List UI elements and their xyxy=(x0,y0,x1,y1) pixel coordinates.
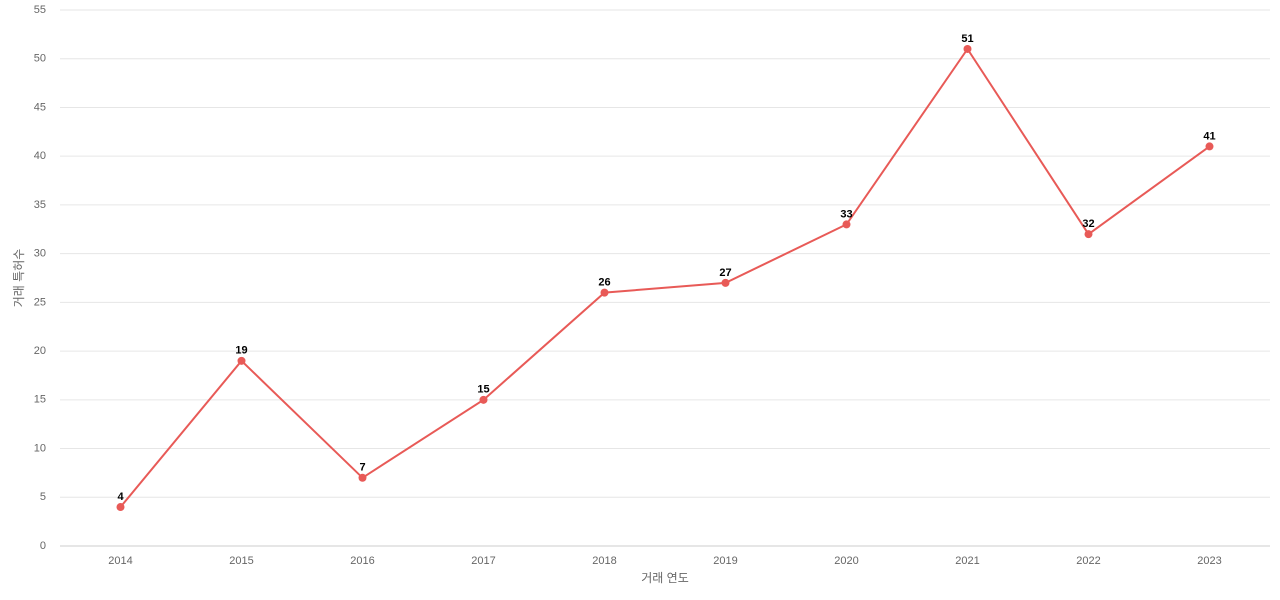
line xyxy=(119,47,1211,508)
y-axis-label: 거래 특허수 xyxy=(12,249,26,308)
y-tick-label: 15 xyxy=(34,394,46,406)
point xyxy=(1084,230,1093,239)
point xyxy=(963,44,972,53)
value-label: 26 xyxy=(598,277,610,289)
value-label: 19 xyxy=(235,345,247,357)
point xyxy=(1205,142,1214,151)
point xyxy=(721,278,730,287)
value-label: 33 xyxy=(840,208,852,220)
x-tick-label: 2016 xyxy=(350,555,374,567)
x-tick-label: 2014 xyxy=(108,555,132,567)
y-tick-label: 50 xyxy=(34,53,46,65)
x-tick-label: 2017 xyxy=(471,555,495,567)
x-axis-label: 거래 연도 xyxy=(641,571,689,585)
value-label: 15 xyxy=(477,384,489,396)
point xyxy=(237,356,246,365)
point xyxy=(479,395,488,404)
y-tick-label: 10 xyxy=(34,442,46,454)
point xyxy=(600,288,609,297)
y-tick-label: 45 xyxy=(34,101,46,113)
x-tick-label: 2020 xyxy=(834,555,858,567)
y-tick-label: 55 xyxy=(34,4,46,16)
x-tick-label: 2022 xyxy=(1076,555,1100,567)
y-tick-label: 35 xyxy=(34,199,46,211)
value-label: 51 xyxy=(961,33,973,45)
x-tick-label: 2023 xyxy=(1197,555,1221,567)
value-label: 32 xyxy=(1082,218,1094,230)
x-tick-label: 2021 xyxy=(955,555,979,567)
y-tick-label: 40 xyxy=(34,150,46,162)
value-label: 41 xyxy=(1203,130,1215,142)
value-label: 27 xyxy=(719,267,731,279)
x-tick-label: 2019 xyxy=(713,555,737,567)
y-tick-label: 25 xyxy=(34,296,46,308)
x-tick-label: 2015 xyxy=(229,555,253,567)
point xyxy=(842,220,851,229)
y-tick-label: 20 xyxy=(34,345,46,357)
x-tick-label: 2018 xyxy=(592,555,616,567)
y-tick-label: 30 xyxy=(34,248,46,260)
y-tick-label: 5 xyxy=(40,491,46,503)
point xyxy=(358,473,367,482)
value-label: 4 xyxy=(117,491,124,503)
value-label: 7 xyxy=(359,462,365,474)
y-tick-label: 0 xyxy=(40,540,46,552)
point xyxy=(116,503,125,512)
